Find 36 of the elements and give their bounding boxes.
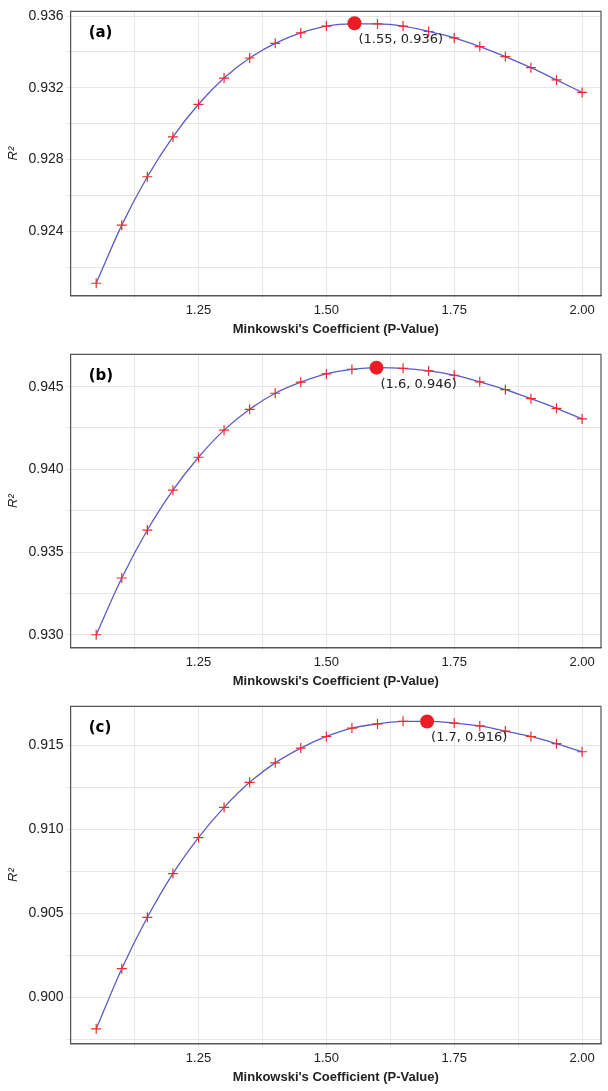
y-tick-label: 0.915 — [28, 735, 64, 752]
annotation: (a) — [88, 22, 113, 41]
y-axis-title: R² — [5, 146, 21, 161]
x-tick-label: 1.50 — [313, 1050, 340, 1066]
x-axis-title: Minkowski's Coefficient (P-Value) — [232, 672, 439, 688]
y-tick-label: 0.928 — [28, 150, 64, 167]
y-axis-title: R² — [5, 493, 21, 508]
annotation: (c) — [88, 717, 112, 736]
x-tick-label: 1.25 — [185, 1050, 212, 1066]
x-tick-label: 2.00 — [569, 1050, 595, 1066]
annotation: (b) — [88, 365, 114, 384]
annotation: (1.55, 0.936) — [358, 31, 444, 47]
y-tick-label: 0.910 — [28, 819, 64, 836]
x-tick-label: 1.25 — [185, 654, 212, 670]
y-tick-label: 0.936 — [28, 6, 64, 23]
x-tick-label: 1.50 — [313, 654, 340, 670]
y-tick-label: 0.945 — [28, 377, 64, 394]
y-tick-label: 0.905 — [28, 903, 64, 920]
y-tick-label: 0.930 — [28, 625, 64, 642]
y-tick-label: 0.932 — [28, 78, 64, 95]
x-axis-title: Minkowski's Coefficient (P-Value) — [232, 1068, 439, 1084]
x-tick-label: 2.00 — [569, 654, 595, 670]
y-tick-label: 0.900 — [28, 987, 64, 1004]
x-tick-label: 2.00 — [569, 302, 595, 318]
y-tick-label: 0.935 — [28, 542, 64, 559]
x-tick-label: 1.50 — [313, 302, 340, 318]
x-axis-title: Minkowski's Coefficient (P-Value) — [232, 320, 439, 336]
y-tick-label: 0.940 — [28, 460, 64, 477]
x-tick-label: 1.75 — [441, 302, 467, 318]
annotation: (1.7, 0.916) — [431, 729, 508, 745]
y-axis-title: R² — [5, 867, 21, 882]
x-tick-label: 1.75 — [441, 654, 467, 670]
annotation: (1.6, 0.946) — [380, 375, 457, 391]
x-tick-label: 1.75 — [441, 1050, 467, 1066]
y-tick-label: 0.924 — [28, 222, 64, 239]
x-tick-label: 1.25 — [185, 302, 212, 318]
